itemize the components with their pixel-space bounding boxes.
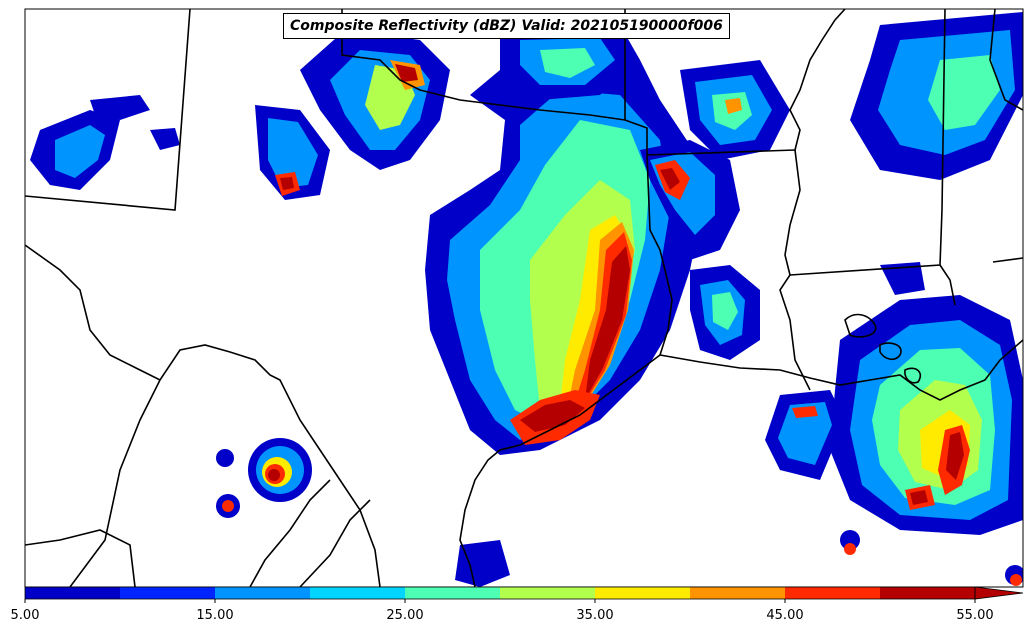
colorbar-segment <box>25 587 120 599</box>
storm-cluster-oklahoma <box>255 25 790 200</box>
reflectivity-field <box>30 12 1023 587</box>
colorbar-tick-label: 45.00 <box>766 608 804 623</box>
colorbar <box>24 586 1024 603</box>
storm-cells-mexico <box>216 438 312 518</box>
colorbar-segment <box>785 587 880 599</box>
colorbar-tick-label: 15.00 <box>196 608 234 623</box>
colorbar-extend-arrow <box>974 586 1024 600</box>
coastline <box>459 313 1023 587</box>
map-title: Composite Reflectivity (dBZ) Valid: 2021… <box>283 13 730 39</box>
colorbar-segment <box>215 587 310 599</box>
colorbar-segment <box>310 587 405 599</box>
colorbar-tick-label: 35.00 <box>576 608 614 623</box>
colorbar-tick-label: 25.00 <box>386 608 424 623</box>
storm-cells-west <box>30 95 180 190</box>
storm-complex-texas <box>425 45 760 455</box>
colorbar-tick-label: 5.00 <box>10 608 40 623</box>
colorbar-tick-label: 55.00 <box>956 608 994 623</box>
colorbar-segment <box>500 587 595 599</box>
colorbar-segment <box>405 587 500 599</box>
colorbar-outline <box>24 586 976 600</box>
colorbar-segment <box>120 587 215 599</box>
storm-system-gulf <box>765 12 1023 586</box>
colorbar-segment <box>595 587 690 599</box>
political-boundaries <box>25 9 1023 587</box>
colorbar-segment <box>880 587 975 599</box>
colorbar-segment <box>690 587 785 599</box>
storm-cell-coast <box>455 540 510 587</box>
